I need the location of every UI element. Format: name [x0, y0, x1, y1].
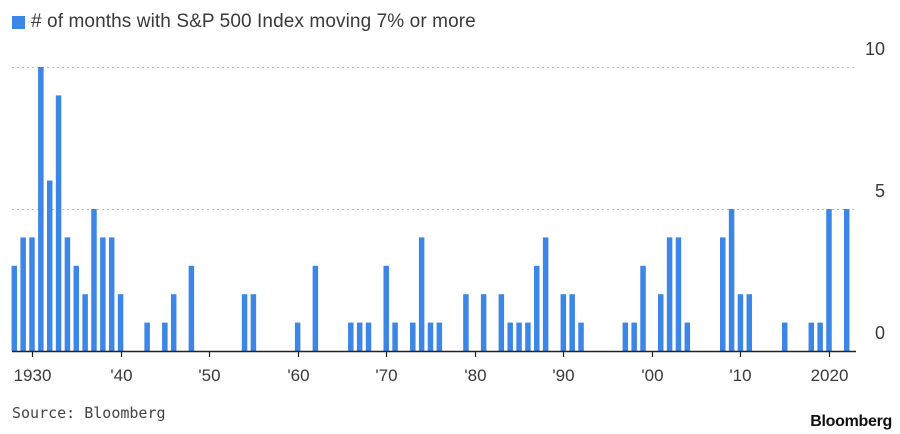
bar-1962	[312, 265, 319, 351]
bar-1986	[525, 322, 531, 351]
bar-1934	[64, 237, 71, 351]
x-axis: 1930 '40 '50 '60 '70 '80 '90 '00 '10 2020	[12, 350, 856, 385]
bar-1967	[356, 322, 363, 351]
brand-logo: Bloomberg	[810, 413, 892, 430]
bar-1940	[117, 294, 124, 351]
bar-1976	[436, 322, 443, 351]
bar-1939	[108, 237, 115, 351]
bar-1999	[640, 265, 646, 351]
bar-2010	[737, 294, 744, 351]
source-note: Source: Bloomberg	[12, 404, 166, 422]
bar-1929	[20, 237, 26, 351]
bar-1935	[73, 265, 80, 351]
bar-1932	[46, 180, 53, 351]
bar-2022	[843, 209, 850, 351]
bar-1968	[365, 322, 372, 351]
bar-1937	[91, 209, 97, 351]
bar-1946	[170, 294, 177, 351]
bar-2020	[826, 209, 832, 351]
bar-2018	[808, 322, 815, 351]
bars	[11, 67, 850, 352]
ytick-label-10: 10	[865, 39, 885, 59]
ytick-label-0: 0	[875, 323, 885, 343]
bar-1931	[38, 67, 44, 351]
bar-1984	[507, 322, 513, 351]
bar-1955	[250, 294, 257, 351]
xtick-label-1960: '60	[287, 366, 309, 385]
bar-2004	[684, 322, 691, 351]
bar-2003	[675, 237, 682, 351]
ytick-label-5: 5	[875, 181, 885, 201]
bar-2009	[728, 209, 735, 351]
y-axis: 0 5 10	[865, 39, 885, 343]
xtick-label-1970: '70	[375, 366, 397, 385]
chart-legend: # of months with S&P 500 Index moving 7%…	[12, 8, 476, 36]
bar-2001	[658, 294, 664, 351]
gridlines	[12, 67, 856, 210]
xtick-label-1990: '90	[552, 366, 574, 385]
bar-1930	[29, 237, 35, 351]
bar-1943	[144, 322, 150, 351]
bar-1985	[516, 322, 522, 351]
bar-2011	[746, 294, 753, 351]
bar-1981	[480, 294, 487, 351]
bar-1988	[542, 237, 549, 351]
bar-1973	[410, 322, 416, 351]
bar-1970	[383, 265, 389, 351]
bar-1936	[82, 294, 88, 351]
bar-1966	[348, 322, 354, 351]
bar-1991	[569, 294, 575, 351]
xtick-label-2000: '00	[641, 366, 663, 385]
bar-2019	[817, 322, 823, 351]
bar-1945	[162, 322, 168, 351]
bar-1997	[622, 322, 629, 351]
bar-1990	[560, 294, 567, 351]
legend-swatch	[12, 15, 25, 29]
bar-2002	[666, 237, 673, 351]
xtick-label-2020: 2020	[811, 366, 849, 385]
bar-1971	[392, 322, 398, 351]
xtick-label-1940: '40	[110, 366, 132, 385]
bar-1933	[55, 95, 62, 352]
bar-1948	[188, 265, 195, 351]
bar-1975	[427, 322, 434, 351]
xtick-label-1980: '80	[464, 366, 486, 385]
bar-1983	[498, 294, 505, 351]
xtick-label-2010: '10	[729, 366, 751, 385]
xtick-label-1930: 1930	[14, 366, 52, 385]
xtick-label-1950: '50	[198, 366, 220, 385]
bar-1938	[100, 237, 106, 351]
bar-2008	[719, 237, 726, 351]
bar-1928	[11, 265, 18, 351]
bar-1979	[463, 294, 469, 351]
bar-1998	[631, 322, 637, 351]
legend-label: # of months with S&P 500 Index moving 7%…	[31, 11, 476, 32]
bar-1992	[578, 322, 584, 351]
bar-2015	[781, 322, 788, 351]
bar-1974	[418, 237, 425, 351]
bar-1987	[534, 265, 540, 351]
bar-1960	[294, 322, 301, 351]
bar-1954	[241, 294, 248, 351]
